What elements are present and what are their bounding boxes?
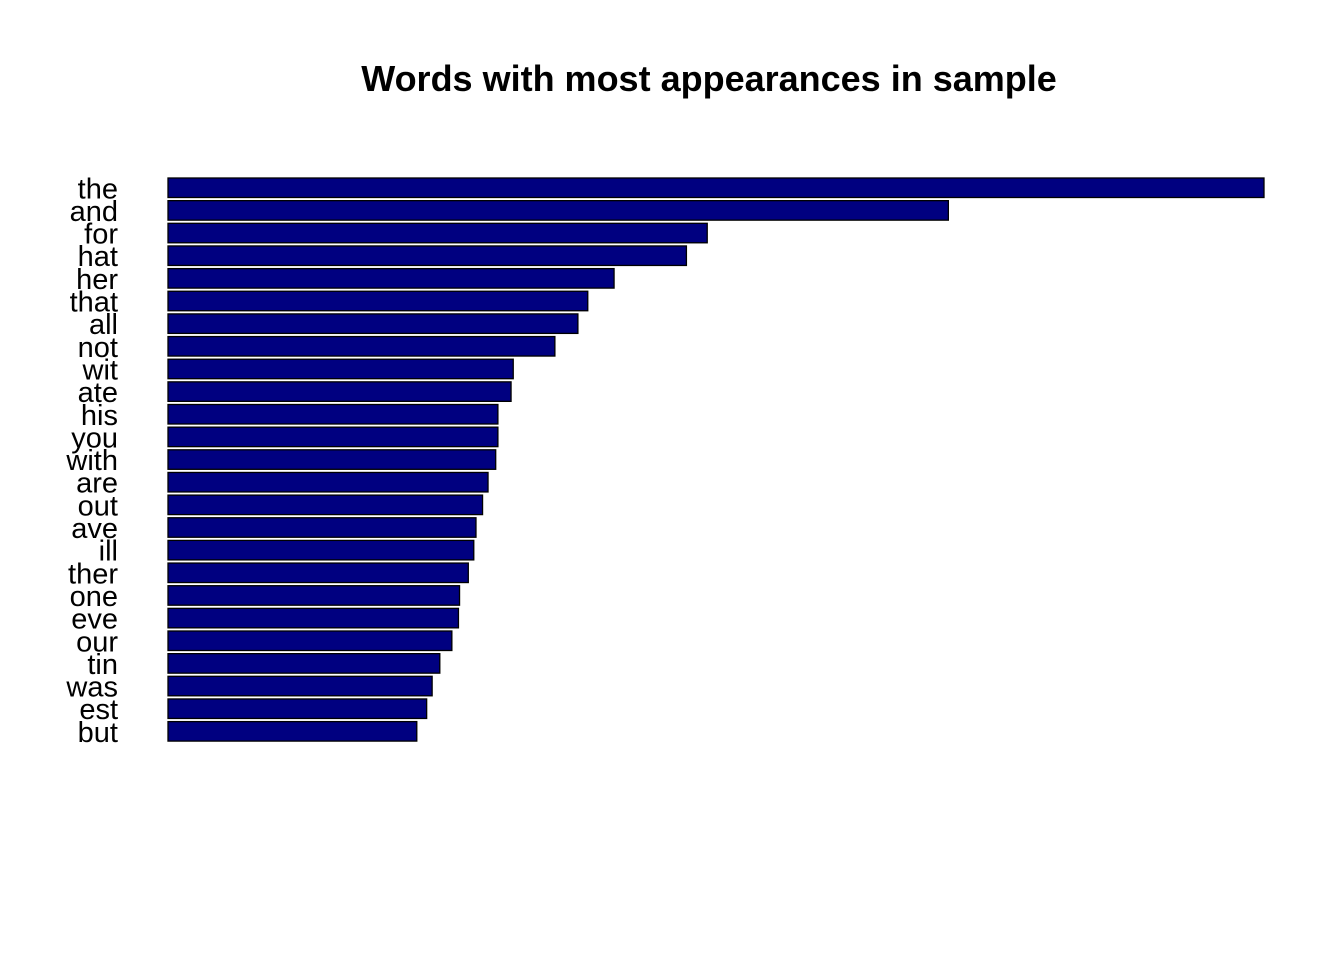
category-label: ther bbox=[68, 558, 118, 590]
category-label: the bbox=[78, 173, 118, 205]
category-label: was bbox=[65, 672, 118, 704]
category-label: ate bbox=[78, 377, 118, 409]
category-label: for bbox=[84, 219, 118, 251]
bar-was bbox=[167, 675, 433, 697]
bar-all bbox=[167, 313, 579, 335]
category-label: est bbox=[79, 694, 118, 726]
category-label: hat bbox=[78, 241, 118, 273]
bar-not bbox=[167, 335, 556, 357]
bar-with bbox=[167, 449, 497, 470]
category-label: but bbox=[78, 717, 118, 749]
bar-you bbox=[167, 426, 499, 448]
chart-title: Words with most appearances in sample bbox=[361, 58, 1057, 99]
bar-out bbox=[167, 494, 484, 516]
bar-wit bbox=[167, 358, 514, 380]
category-label: our bbox=[76, 626, 118, 658]
category-label: ill bbox=[99, 536, 118, 568]
category-label: wit bbox=[82, 354, 118, 386]
bar-est bbox=[167, 698, 428, 720]
bar-ther bbox=[167, 562, 469, 584]
bar-for bbox=[167, 222, 708, 244]
category-labels: theandforhatherthatallnotwitatehisyouwit… bbox=[65, 173, 118, 749]
category-label: with bbox=[65, 445, 118, 477]
category-label: that bbox=[70, 287, 118, 319]
category-label: one bbox=[70, 581, 118, 613]
bar-but bbox=[167, 720, 418, 742]
category-label: you bbox=[71, 422, 118, 454]
bar-her bbox=[167, 267, 615, 289]
category-label: all bbox=[89, 309, 118, 341]
category-label: tin bbox=[87, 649, 118, 681]
category-label: eve bbox=[71, 604, 118, 636]
bar-are bbox=[167, 471, 489, 493]
category-label: her bbox=[76, 264, 118, 296]
category-label: out bbox=[78, 490, 118, 522]
bar-eve bbox=[167, 607, 460, 629]
bar-tin bbox=[167, 653, 441, 674]
bar-that bbox=[167, 290, 589, 312]
category-label: ave bbox=[71, 513, 118, 545]
bars-group bbox=[167, 177, 1265, 742]
bar-our bbox=[167, 630, 453, 652]
category-label: his bbox=[81, 400, 118, 432]
bar-one bbox=[167, 585, 461, 606]
bar-ave bbox=[167, 517, 477, 538]
bar-ate bbox=[167, 381, 512, 403]
category-label: are bbox=[76, 468, 118, 500]
bar-hat bbox=[167, 245, 688, 267]
bar-ill bbox=[167, 539, 475, 561]
category-label: and bbox=[70, 196, 118, 228]
bar-and bbox=[167, 199, 949, 221]
bar-his bbox=[167, 403, 499, 425]
category-label: not bbox=[78, 332, 118, 364]
bar-the bbox=[167, 177, 1265, 199]
